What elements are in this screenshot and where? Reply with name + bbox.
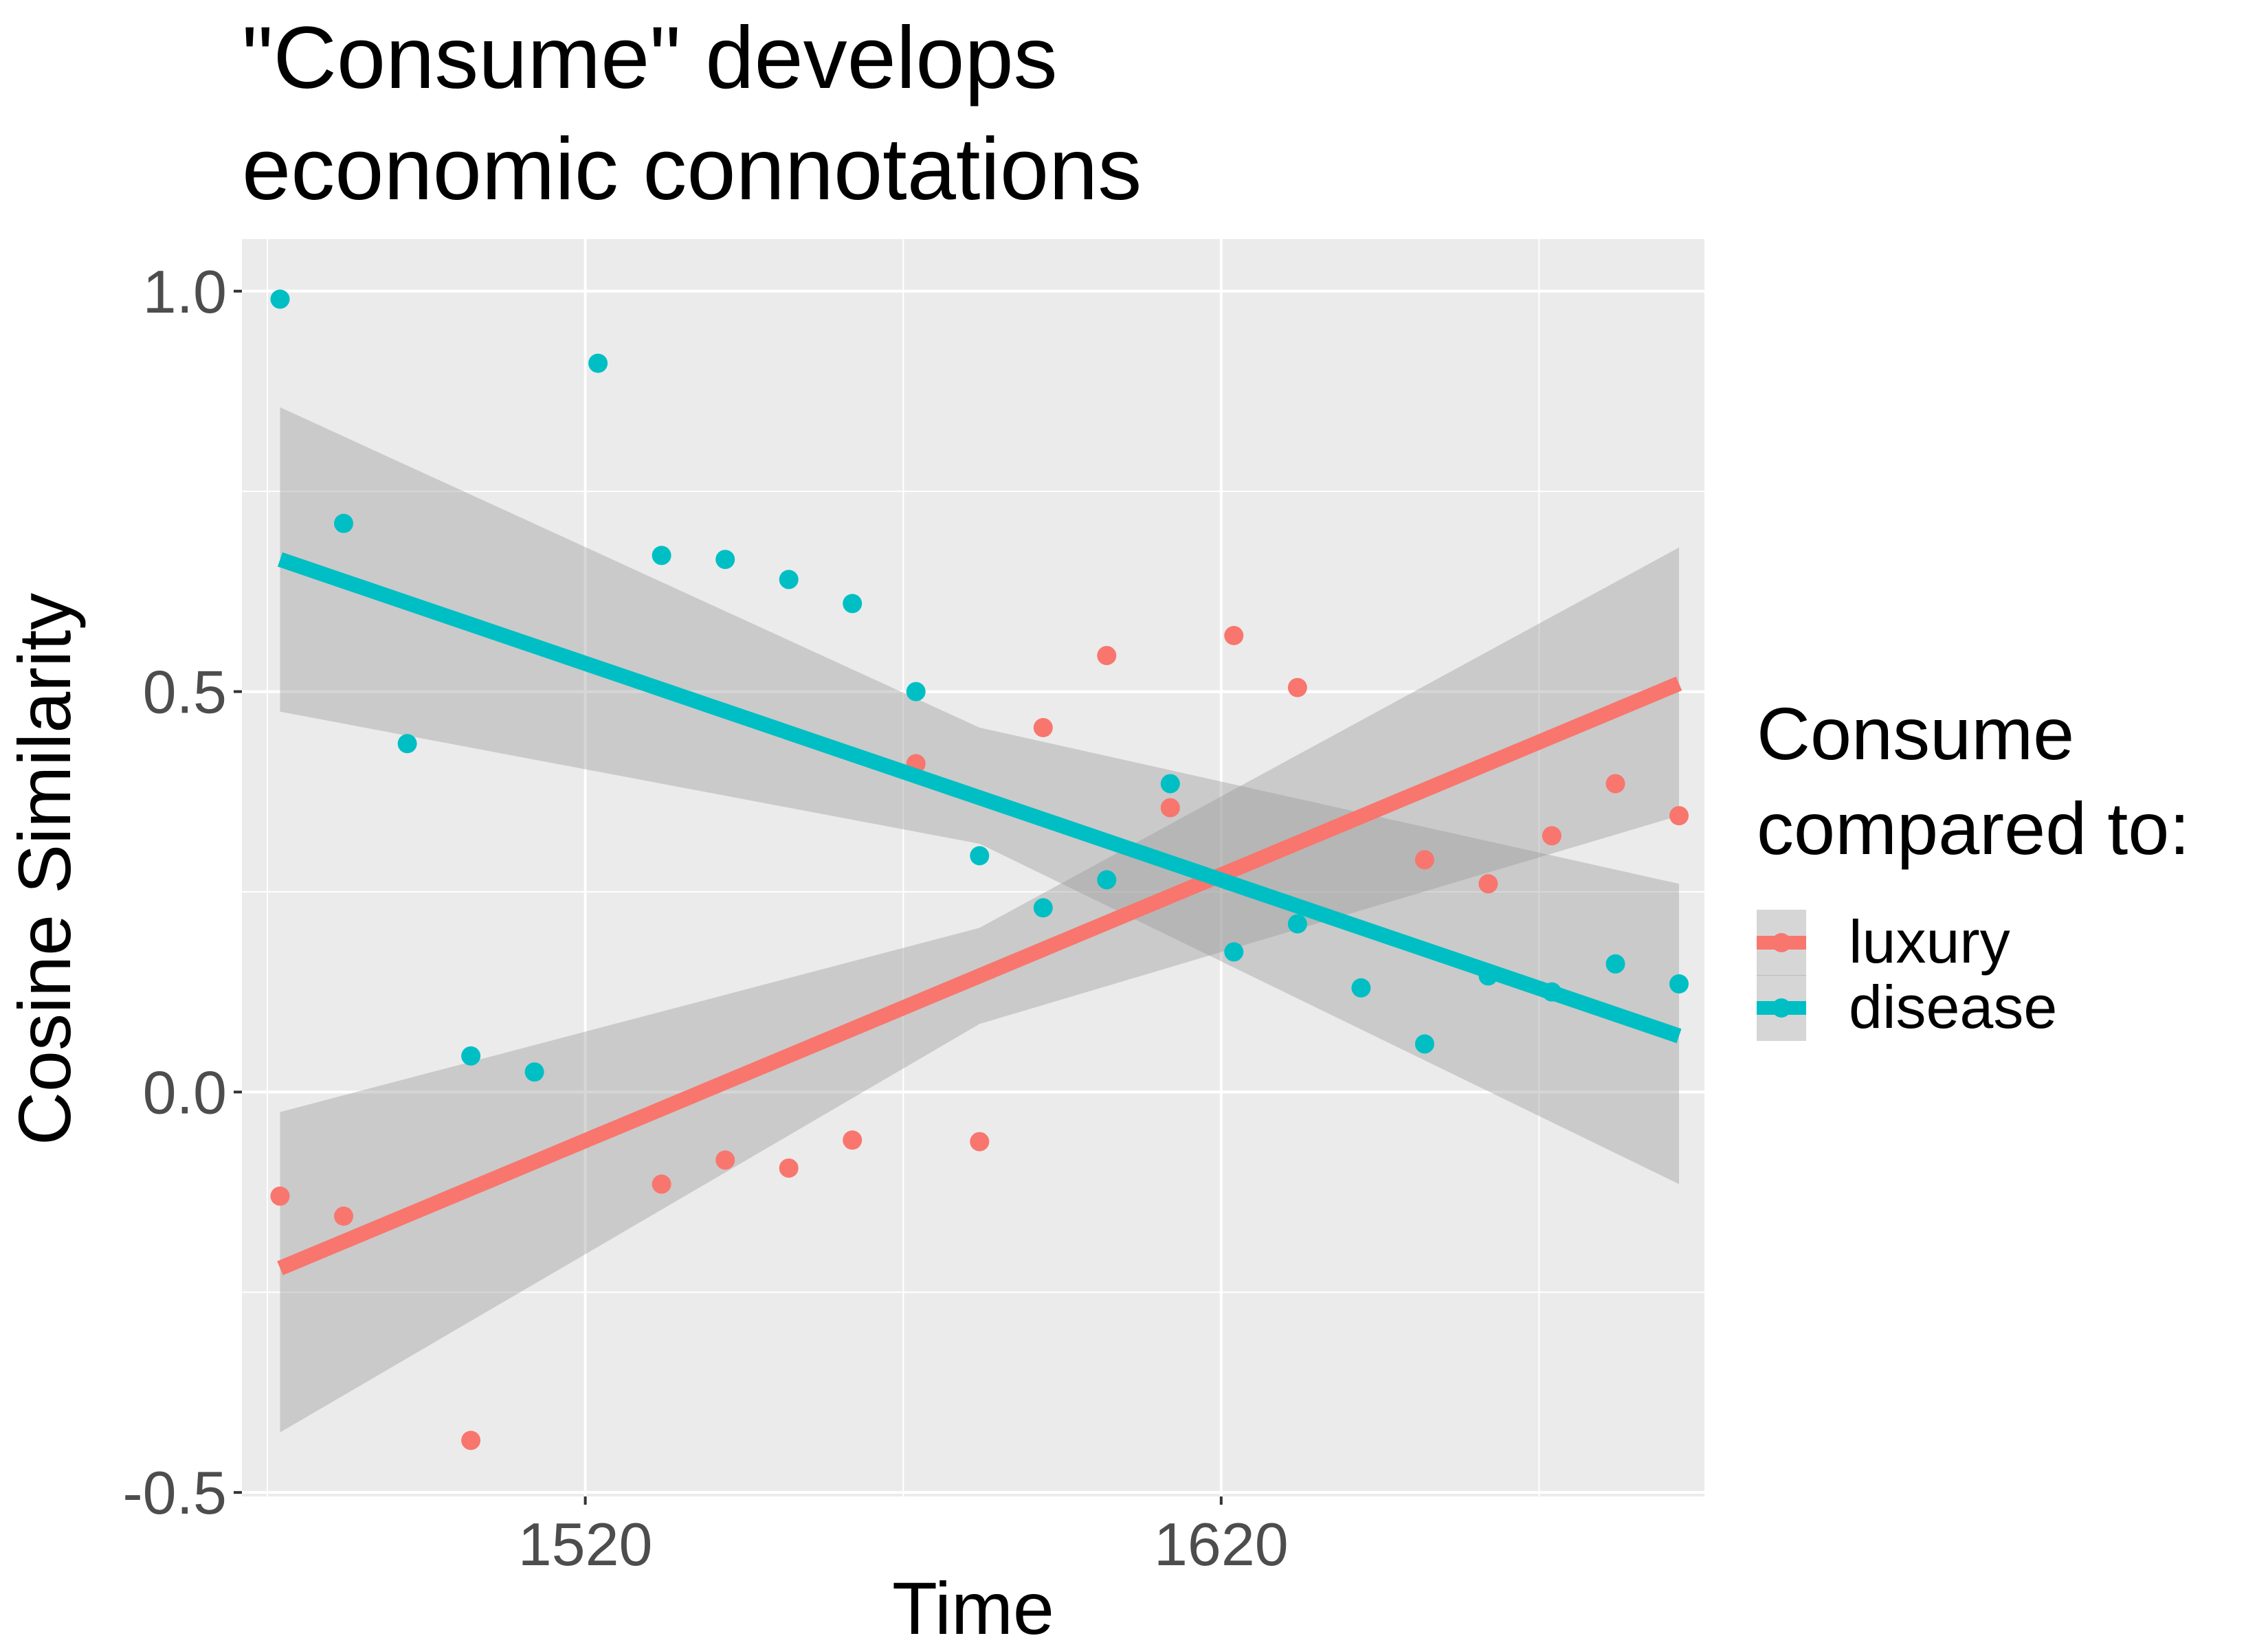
point-disease [970,846,990,866]
point-disease [1605,954,1625,974]
point-disease [588,353,608,373]
x-axis: 1520 1620 [518,1496,1289,1578]
fit-line-disease [277,552,1682,1044]
point-luxury [1224,626,1244,645]
point-disease [524,1062,544,1082]
point-disease [1160,774,1180,794]
legend-title-line-2: compared to: [1757,787,2190,870]
point-disease [779,570,799,590]
point-disease [461,1046,481,1066]
y-axis-title: Cosine Similarity [3,593,86,1145]
legend: Consume compared to: luxury disease [1757,692,2190,1041]
x-axis-title: Time [892,1567,1054,1649]
point-disease [1287,914,1307,934]
plot-panel [242,239,1704,1496]
point-luxury [779,1158,799,1178]
point-luxury [1160,798,1180,818]
point-disease [1033,898,1053,918]
x-tick-label: 1520 [518,1510,653,1578]
fit-lines [277,552,1682,1275]
confidence-ribbon-luxury [280,547,1679,1433]
fit-line-luxury [277,676,1682,1275]
grid-lines [242,239,1704,1496]
y-tick-label: 0.0 [143,1058,227,1126]
legend-title-line-1: Consume [1757,692,2074,775]
point-luxury [1605,774,1625,794]
point-disease [843,594,863,614]
y-tick-label: 0.5 [143,658,227,726]
legend-key-point-luxury [1772,933,1791,952]
point-disease [270,289,290,309]
legend-keys [1757,910,1806,1041]
point-disease [1224,942,1244,962]
point-disease [397,734,417,754]
point-luxury [1478,874,1498,894]
point-disease [1351,978,1371,998]
x-tick-label: 1620 [1154,1510,1289,1578]
point-luxury [970,1132,990,1152]
point-disease [652,546,671,565]
point-disease [906,682,926,702]
y-tick-label: 1.0 [143,258,227,326]
point-disease [715,550,735,570]
point-luxury [1669,806,1689,826]
chart-title-line-2: economic connotations [242,120,1142,218]
point-disease [1669,974,1689,994]
point-luxury [461,1431,481,1450]
legend-key-point-disease [1772,998,1791,1018]
point-luxury [270,1186,290,1206]
legend-label-luxury: luxury [1849,908,2010,976]
point-disease [1097,870,1117,890]
point-disease [1414,1034,1434,1054]
point-luxury [1033,718,1053,737]
point-luxury [715,1150,735,1170]
chart-title-line-1: "Consume" develops [242,9,1058,107]
point-luxury [334,1207,353,1226]
legend-label-disease: disease [1849,973,2057,1041]
point-luxury [1414,850,1434,870]
point-luxury [652,1174,671,1194]
point-luxury [1097,646,1117,666]
point-disease [334,513,353,533]
y-axis: -0.5 0.0 0.5 1.0 [122,258,242,1527]
point-luxury [1287,677,1307,697]
chart-title: "Consume" develops economic connotations [242,9,1142,218]
point-luxury [843,1130,863,1150]
y-tick-label: -0.5 [122,1459,227,1527]
point-luxury [1542,826,1561,846]
